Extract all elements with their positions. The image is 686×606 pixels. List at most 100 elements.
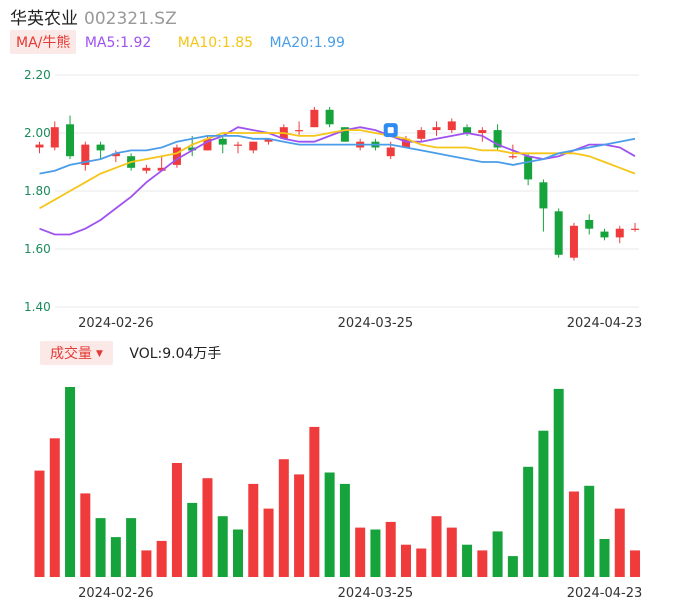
candle-body [35,144,44,148]
volume-bar [446,527,457,577]
volume-bar [248,483,259,577]
candle [96,141,105,160]
volume-date-axis: 2024-02-26 2024-03-25 2024-04-23 [78,586,642,601]
volume-bar [400,544,411,577]
candle-body [218,138,227,145]
volume-bar [324,472,335,577]
candle [478,127,487,142]
candle-body [340,127,349,142]
candle [600,228,609,241]
candle [447,118,456,133]
candle-body [524,156,533,180]
price-axis-ticks: 2.20 2.00 1.80 1.60 1.40 [24,68,51,314]
volume-bar [141,550,152,577]
candle [35,141,44,154]
volume-bar [110,537,121,577]
x-tick-label: 2024-04-23 [567,316,643,331]
ma10-line [39,129,636,210]
candle [279,124,288,139]
candle-body [447,121,456,131]
candle-body [142,167,151,171]
candle-body [310,109,319,128]
ma5-label: MA5:1.92 [84,35,152,51]
candle-body [50,127,59,148]
x-tick-label: 2024-03-25 [338,586,414,601]
candle-body [615,228,624,238]
volume-bars [34,387,641,577]
candle-body [172,147,181,165]
y-tick-label: 1.40 [24,300,51,314]
candle-body [264,138,273,142]
stock-name: 华英农业 [10,9,78,29]
volume-bar [294,474,305,577]
x-tick-label: 2024-02-26 [78,316,154,331]
y-tick-label: 2.00 [24,126,51,140]
candle [585,214,594,235]
volume-selector-button[interactable]: 成交量 ▼ [40,341,113,365]
event-badge-glyph [387,127,394,134]
candle [508,144,517,160]
candle-body [569,225,578,258]
ma5-line [39,126,636,236]
ma20-line [39,135,636,175]
candle-body [631,228,640,230]
volume-bar [431,516,442,577]
candle [524,153,533,186]
candle-body [600,231,609,238]
volume-bar [187,502,198,577]
y-tick-label: 2.20 [24,68,51,82]
volume-bar [156,540,167,577]
volume-bar [492,531,503,577]
price-date-axis: 2024-02-26 2024-03-25 2024-04-23 [78,316,642,331]
caret-down-icon: ▼ [96,349,103,359]
volume-bar [416,548,427,577]
volume-bar [34,470,45,577]
candle-body [234,144,243,146]
candle-body [432,127,441,131]
volume-bar [49,438,60,577]
candle [569,222,578,261]
volume-value: VOL:9.04万手 [129,346,222,362]
candle [66,115,75,160]
volume-indicator-bar: 成交量 ▼ VOL:9.04万手 [40,341,221,365]
ma10-label: MA10:1.85 [177,35,254,51]
candle [417,127,426,142]
y-tick-label: 1.60 [24,242,51,256]
x-tick-label: 2024-03-25 [338,316,414,331]
candle-body [203,138,212,151]
volume-bar [80,493,91,577]
volume-bar [599,539,610,577]
candle-body [493,130,502,148]
volume-bar [630,550,641,577]
candle [432,121,441,136]
volume-bar [614,508,625,577]
candle [325,106,334,128]
candle [310,106,319,128]
candle [539,179,548,232]
candle [554,208,563,258]
candle-body [325,109,334,125]
volume-bar [217,516,228,577]
volume-bar [263,508,274,577]
volume-bar [278,459,289,577]
ma20-label: MA20:1.99 [269,35,345,51]
candle-body [508,156,517,158]
volume-bar [477,550,488,577]
candle [50,121,59,151]
candle [493,124,502,151]
candle-body [539,182,548,209]
volume-bar [538,430,549,577]
volume-bar [385,521,396,577]
stock-title: 华英农业 002321.SZ [10,4,177,29]
candle [615,225,624,244]
candle [81,141,90,171]
stock-code: 002321.SZ [84,9,177,29]
candle-body [585,220,594,229]
ma-selector-button[interactable]: MA/牛熊 [10,30,77,54]
volume-bar [553,388,564,577]
price-grid [55,74,639,308]
volume-bar [507,556,518,577]
candle [142,164,151,174]
volume-bar [568,491,579,577]
